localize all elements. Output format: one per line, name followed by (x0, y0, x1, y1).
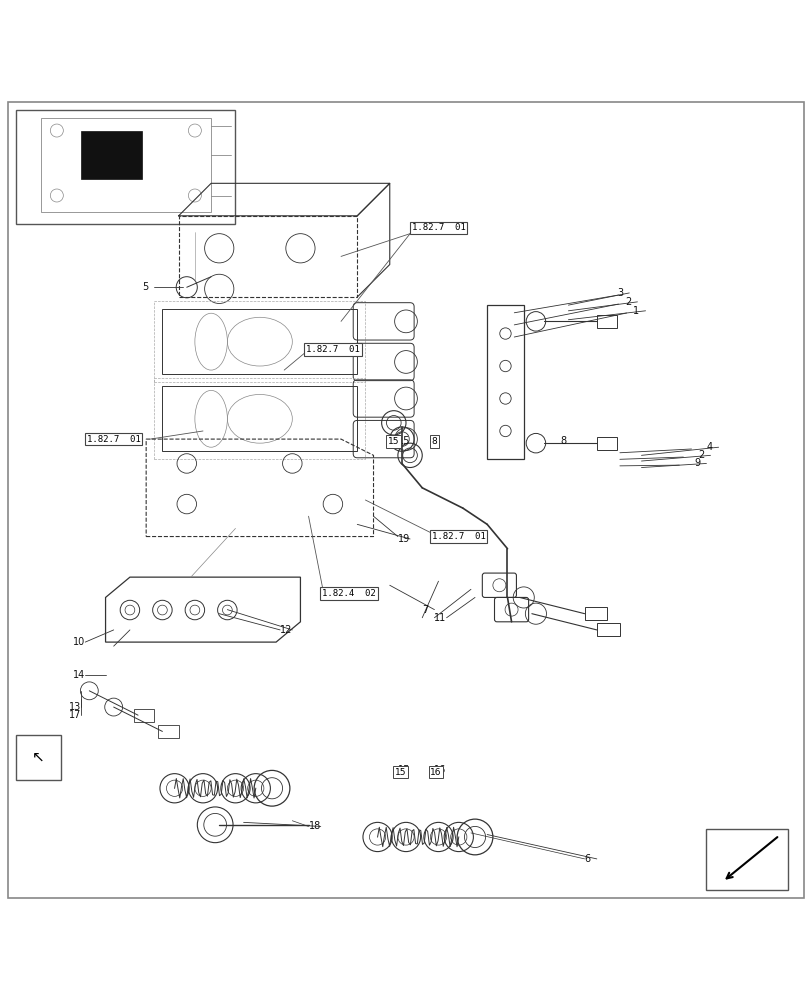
Text: 2: 2 (624, 297, 631, 307)
Text: 15: 15 (394, 768, 406, 777)
Text: 15: 15 (397, 765, 410, 775)
Bar (154, 378, 365, 459)
Bar (162, 309, 357, 374)
Text: 1.82.7  01: 1.82.7 01 (306, 345, 359, 354)
Text: 8: 8 (431, 437, 437, 446)
Bar (162, 386, 357, 451)
Text: 8: 8 (560, 436, 566, 446)
Text: 12: 12 (280, 625, 292, 635)
Text: 5: 5 (142, 282, 148, 292)
Text: 9: 9 (693, 458, 700, 468)
Bar (16, 110, 235, 224)
Bar (584, 607, 607, 620)
Bar (706, 829, 787, 890)
Text: ↖: ↖ (32, 750, 45, 765)
Bar (596, 315, 616, 328)
Bar (158, 725, 178, 738)
Text: 1.82.7  01: 1.82.7 01 (87, 435, 140, 444)
Text: 7: 7 (422, 605, 428, 615)
Text: 4: 4 (706, 442, 712, 452)
Bar (596, 623, 619, 636)
Text: 16: 16 (434, 765, 446, 775)
Bar (178, 216, 357, 297)
Text: 1.82.7  01: 1.82.7 01 (431, 532, 485, 541)
Text: 19: 19 (397, 534, 410, 544)
Text: 14: 14 (73, 670, 85, 680)
Polygon shape (81, 131, 142, 179)
Text: 13: 13 (69, 702, 81, 712)
Text: 1: 1 (633, 306, 639, 316)
Text: 6: 6 (584, 854, 590, 864)
Text: 11: 11 (434, 613, 446, 623)
Text: 1.82.4  02: 1.82.4 02 (322, 589, 375, 598)
Bar (134, 709, 154, 722)
Text: 2: 2 (697, 450, 704, 460)
Text: 16: 16 (430, 768, 441, 777)
Text: 15: 15 (388, 437, 399, 446)
Bar (487, 305, 523, 459)
Bar (154, 301, 365, 382)
Text: 1.82.7  01: 1.82.7 01 (411, 223, 465, 232)
Text: 17: 17 (69, 710, 81, 720)
Text: 10: 10 (73, 637, 85, 647)
Bar (16, 735, 61, 780)
Text: 15: 15 (397, 436, 410, 446)
Text: 18: 18 (308, 821, 320, 831)
Bar (596, 437, 616, 450)
Text: 3: 3 (616, 288, 623, 298)
